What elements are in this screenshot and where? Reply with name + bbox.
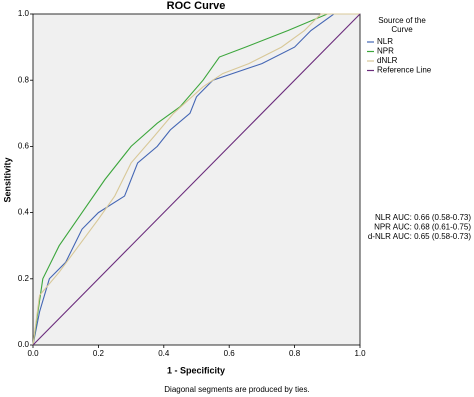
- x-tick-label: 0.0: [27, 349, 39, 358]
- x-tick-label: 1.0: [354, 349, 366, 358]
- roc-line: [32, 13, 361, 346]
- y-tick-label: 1.0: [18, 9, 30, 18]
- y-tick-label: 0.6: [18, 142, 30, 151]
- chart-title: ROC Curve: [167, 0, 226, 12]
- y-tick-label: 0.2: [18, 274, 30, 283]
- legend-label: NPR: [377, 47, 394, 56]
- auc-annotation: NPR AUC: 0.68 (0.61-0.75): [374, 223, 471, 232]
- x-axis-label: 1 - Specificity: [167, 365, 225, 375]
- y-tick-label: 0.4: [18, 208, 30, 217]
- x-tick-label: 0.2: [93, 349, 105, 358]
- footnote: Diagonal segments are produced by ties.: [164, 385, 309, 394]
- auc-annotation: d-NLR AUC: 0.65 (0.58-0.73): [368, 232, 471, 241]
- roc-line: [32, 13, 360, 346]
- legend-title: Source of the Curve: [378, 16, 426, 34]
- roc-line: [32, 13, 360, 346]
- legend-label: NLR: [377, 37, 393, 46]
- y-tick-label: 0.8: [18, 75, 30, 84]
- auc-annotation: NLR AUC: 0.66 (0.58-0.73): [375, 213, 471, 222]
- x-tick-label: 0.8: [289, 349, 301, 358]
- x-tick-label: 0.4: [158, 349, 170, 358]
- y-axis-label: Sensitivity: [2, 157, 12, 202]
- legend-label: Reference Line: [377, 66, 432, 75]
- x-tick-label: 0.6: [224, 349, 236, 358]
- legend-label: dNLR: [377, 56, 398, 65]
- roc-line: [32, 13, 360, 346]
- y-tick-label: 0.0: [18, 340, 30, 349]
